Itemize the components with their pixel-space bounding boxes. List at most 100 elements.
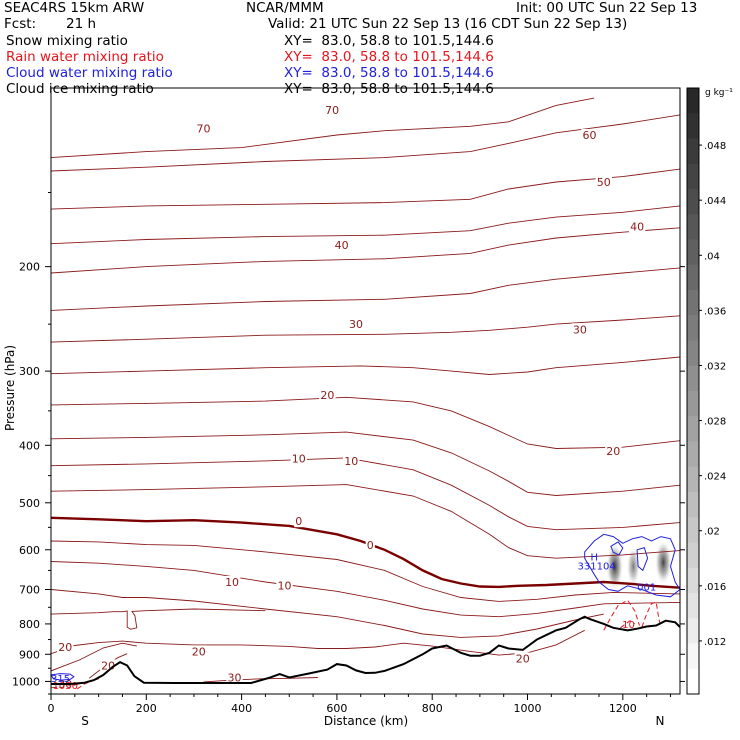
isotherm-line	[51, 205, 680, 245]
colorbar-cell	[687, 517, 699, 543]
field-name-cloud-ice: Cloud ice mixing ratio	[6, 81, 154, 97]
x-axis-start-label: S	[81, 714, 89, 728]
isotherm-label-bg	[628, 220, 646, 233]
x-tick-label: 400	[231, 702, 252, 715]
field-xy-cloud-water: XY= 83.0, 58.8 to 101.5,144.6	[284, 65, 494, 81]
x-tick-label: 200	[136, 702, 157, 715]
x-axis-label: Distance (km)	[324, 714, 408, 728]
init-time: Init: 00 UTC Sun 22 Sep 13	[516, 0, 698, 16]
snow-shading-layer	[606, 539, 672, 591]
isotherm-label-bg	[581, 128, 598, 141]
isotherm-label: 10	[344, 455, 358, 468]
isotherm-line	[51, 540, 680, 602]
x-tick-label: 800	[422, 702, 443, 715]
rain-water-contour	[603, 599, 640, 631]
colorbar-tick-label: .036	[704, 306, 726, 317]
isotherm-label: 20	[192, 645, 206, 658]
colorbar-tick-label: .016	[704, 582, 726, 593]
isotherm-line	[51, 267, 680, 311]
colorbar: .048 .044 .04 .036 .032 .028 .024 .02 .016 .012	[686, 87, 726, 695]
forecast-hour: 21 h	[66, 16, 97, 32]
colorbar-cell	[687, 113, 699, 139]
colorbar-cell	[687, 189, 699, 215]
colorbar-cell	[687, 441, 699, 468]
isotherm-label-bg	[605, 445, 622, 458]
colorbar-cell	[687, 138, 699, 165]
isotherm-label: 10	[277, 579, 291, 592]
isotherm-label: 60	[582, 129, 596, 142]
colorbar-cell	[687, 618, 699, 644]
colorbar-tick-label: .048	[704, 141, 726, 152]
y-tick-label: 1000	[12, 675, 40, 688]
isotherm-label: 30	[227, 672, 241, 685]
y-tick-label: 500	[19, 497, 40, 510]
colorbar-cell	[687, 290, 699, 316]
isotherm-label-bg	[333, 239, 350, 252]
rain-water-label: 10	[622, 620, 635, 631]
isotherm-label-bg	[365, 539, 375, 552]
cloud-water-contour	[51, 673, 75, 681]
colorbar-cell	[687, 668, 699, 695]
isotherm-label: 20	[320, 389, 334, 402]
forecast-label: Fcst:	[4, 16, 37, 32]
isotherm-line	[51, 608, 266, 630]
snow-shading-blob	[626, 546, 640, 587]
isotherm-line	[51, 642, 137, 672]
colorbar-cell	[687, 365, 699, 392]
valid-time: Valid: 21 UTC Sun 22 Sep 13 (16 CDT Sun …	[268, 16, 628, 32]
isotherm-line	[51, 396, 680, 449]
field-xy-rain: XY= 83.0, 58.8 to 101.5,144.6	[284, 49, 494, 65]
isotherm-label: 40	[335, 239, 349, 252]
isotherm-label: 40	[630, 220, 644, 233]
rain-water-contour	[641, 601, 662, 628]
colorbar-tick-label: .012	[704, 637, 726, 648]
isotherm-label: 20	[606, 445, 620, 458]
colorbar-cell	[687, 163, 699, 190]
y-tick-label: 900	[19, 648, 40, 661]
snow-shading-blob	[654, 539, 672, 585]
colorbar-tick-label: .028	[704, 417, 726, 428]
cloud-water-label: H	[590, 553, 598, 564]
rain-water-contour	[620, 620, 635, 629]
colorbar-unit: g kg⁻¹	[705, 88, 733, 98]
isotherm-label: 30	[349, 318, 363, 331]
isotherm-label: 20	[101, 659, 115, 672]
isotherm-line	[51, 589, 604, 638]
isotherm-label: 70	[325, 104, 339, 117]
isotherm-label-bg	[319, 388, 336, 401]
isotherm-label: 0	[367, 539, 374, 552]
field-name-cloud-water: Cloud water mixing ratio	[6, 65, 173, 81]
y-axis-label: Pressure (hPa)	[3, 345, 17, 431]
isotherm-label-bg	[343, 454, 360, 467]
colorbar-frame	[686, 87, 700, 695]
isotherm-line	[51, 114, 680, 172]
isotherm-line	[51, 356, 680, 375]
isotherm-label-bg	[290, 452, 307, 465]
colorbar-tick-label: .044	[704, 196, 726, 207]
isotherm-label-bg	[323, 104, 341, 117]
isotherm-label-bg	[514, 652, 531, 665]
y-tick-label: 700	[19, 584, 40, 597]
colorbar-tick-label: .024	[704, 472, 726, 483]
cloud-water-contour	[610, 541, 624, 556]
isotherm-label: 20	[516, 653, 530, 666]
colorbar-tick-label: .02	[704, 527, 720, 538]
x-tick-label: 600	[326, 702, 347, 715]
colorbar-cell	[687, 593, 699, 619]
isotherm-line	[51, 97, 595, 159]
model-name: SEAC4RS 15km ARW	[4, 0, 145, 16]
colorbar-cell	[687, 643, 699, 670]
field-name-rain: Rain water mixing ratio	[6, 49, 164, 65]
colorbar-cell	[687, 88, 699, 114]
field-xy-cloud-ice: XY= 83.0, 58.8 to 101.5,144.6	[284, 81, 494, 97]
y-tick-label: 300	[19, 365, 40, 378]
isotherm-label-bg	[195, 122, 212, 135]
isotherm-label-bg	[571, 323, 589, 336]
colorbar-cell	[687, 542, 699, 569]
colorbar-cell	[687, 340, 699, 367]
isotherm-line	[51, 227, 680, 274]
isotherm-label: 70	[196, 122, 210, 135]
